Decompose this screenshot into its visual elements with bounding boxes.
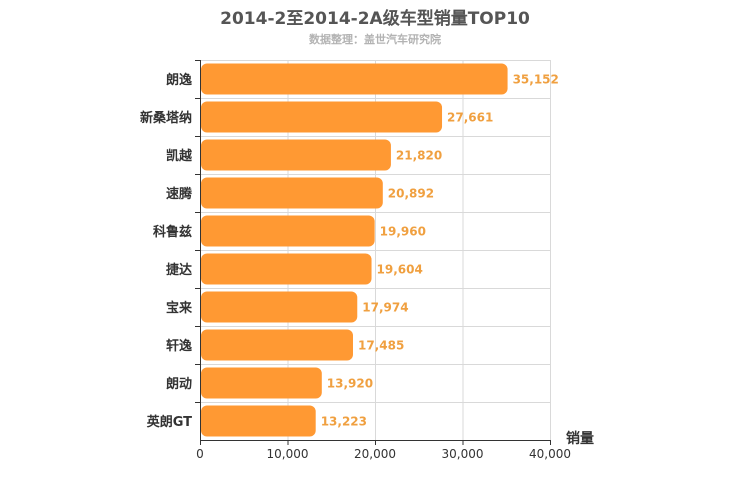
data-label: 27,661 (447, 111, 493, 125)
x-axis-title: 销量 (566, 430, 594, 447)
category-label: 新桑塔纳 (140, 110, 192, 126)
data-label: 17,485 (358, 339, 404, 353)
category-label: 朗逸 (166, 72, 192, 88)
category-label: 轩逸 (166, 338, 192, 354)
x-tick-label: 10,000 (267, 447, 309, 461)
x-tick-label: 40,000 (529, 447, 571, 461)
data-label: 21,820 (396, 149, 442, 163)
data-label: 13,223 (321, 415, 367, 429)
bar[interactable] (201, 139, 391, 171)
data-label: 19,960 (380, 225, 426, 239)
data-label: 17,974 (362, 301, 408, 315)
x-tick-label: 20,000 (354, 447, 396, 461)
category-label: 英朗GT (146, 414, 192, 430)
bar[interactable] (201, 63, 508, 95)
bar[interactable] (201, 101, 443, 133)
category-label: 凯越 (166, 148, 193, 164)
bar[interactable] (201, 367, 322, 399)
category-label: 科鲁兹 (153, 224, 192, 240)
category-label: 宝来 (166, 300, 193, 316)
category-label: 朗动 (166, 376, 192, 392)
category-label: 捷达 (166, 262, 192, 278)
data-label: 19,604 (377, 263, 423, 277)
chart-subtitle: 数据整理：盖世汽车研究院 (309, 33, 441, 46)
bar[interactable] (201, 177, 383, 209)
bar[interactable] (201, 405, 316, 437)
x-tick-label: 30,000 (442, 447, 484, 461)
bar[interactable] (201, 329, 353, 361)
chart-title: 2014-2至2014-2A级车型销量TOP10 (220, 9, 530, 29)
bar[interactable] (201, 215, 375, 247)
category-label: 速腾 (166, 186, 193, 202)
data-label: 13,920 (327, 377, 373, 391)
data-label: 20,892 (388, 187, 434, 201)
x-tick-label: 0 (196, 447, 204, 461)
data-label: 35,152 (513, 73, 559, 87)
bar[interactable] (201, 253, 372, 285)
bar[interactable] (201, 291, 358, 323)
